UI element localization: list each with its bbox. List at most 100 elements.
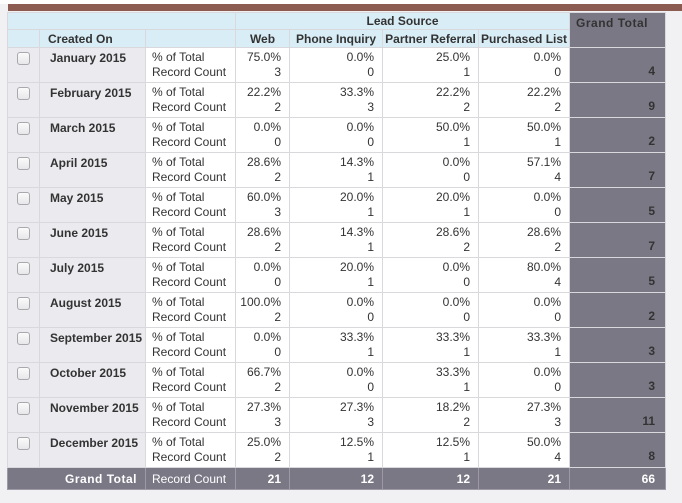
- pct-of-total-value: 0.0%: [253, 260, 281, 274]
- pct-of-total-value: 33.3%: [527, 330, 562, 344]
- checkbox-cell: [7, 47, 40, 83]
- value-cell: 22.2% 2: [235, 82, 290, 118]
- value-cell: 25.0% 2: [235, 432, 290, 468]
- grand-total-row-label: Grand Total: [7, 467, 146, 490]
- record-count-value: 1: [463, 345, 470, 359]
- pct-of-total-value: 50.0%: [527, 435, 562, 449]
- row-checkbox[interactable]: [17, 402, 30, 415]
- record-count-value: 1: [463, 135, 470, 149]
- column-header-purchased-list[interactable]: Purchased List: [477, 29, 571, 48]
- row-checkbox[interactable]: [17, 192, 30, 205]
- row-grand-total-cell: 3: [569, 327, 667, 363]
- pct-of-total-value: 0.0%: [533, 295, 562, 309]
- column-header-partner-referral[interactable]: Partner Referral: [382, 29, 479, 48]
- row-checkbox[interactable]: [17, 52, 30, 65]
- pct-of-total-value: 20.0%: [339, 260, 374, 274]
- record-count-value: 2: [463, 100, 470, 114]
- record-count-value: 0: [554, 205, 562, 219]
- row-checkbox[interactable]: [17, 122, 30, 135]
- metric-label: % of Total: [152, 190, 205, 204]
- value-cell: 0.0% 0: [235, 327, 290, 363]
- row-grand-total-cell: 4: [569, 47, 667, 83]
- value-cell: 66.7% 2: [235, 362, 290, 398]
- grand-total-count-partner-referral: 12: [382, 467, 479, 490]
- row-checkbox[interactable]: [17, 297, 30, 310]
- value-cell: 27.3% 3: [289, 397, 383, 433]
- value-cell: 25.0% 1: [382, 47, 479, 83]
- record-count-value: 0: [274, 275, 281, 289]
- row-grouping-header[interactable]: Created On: [39, 29, 146, 48]
- metric-label: Record Count: [152, 345, 227, 359]
- value-cell: 0.0% 0: [289, 292, 383, 328]
- pct-of-total-value: 22.2%: [435, 85, 470, 99]
- row-group-label: July 2015: [39, 257, 146, 293]
- column-header-phone-inquiry[interactable]: Phone Inquiry: [289, 29, 383, 48]
- table-row: September 2015% of Total Record Count 0.0%…: [7, 327, 667, 363]
- value-cell: 12.5% 1: [289, 432, 383, 468]
- pct-of-total-value: 28.6%: [435, 225, 470, 239]
- table-row: July 2015% of Total Record Count 0.0% 0 20.0…: [7, 257, 667, 293]
- pct-of-total-value: 12.5%: [339, 435, 374, 449]
- row-checkbox[interactable]: [17, 367, 30, 380]
- record-count-value: 0: [367, 310, 374, 324]
- pct-of-total-value: 12.5%: [435, 435, 470, 449]
- checkbox-cell: [7, 257, 40, 293]
- metric-labels-cell: % of Total Record Count: [145, 82, 236, 118]
- row-checkbox[interactable]: [17, 157, 30, 170]
- checkbox-cell: [7, 82, 40, 118]
- column-header-web[interactable]: Web: [235, 29, 290, 48]
- metric-labels-cell: % of Total Record Count: [145, 432, 236, 468]
- row-checkbox[interactable]: [17, 227, 30, 240]
- metric-label: Record Count: [152, 135, 227, 149]
- value-cell: 22.2% 2: [382, 82, 479, 118]
- metric-labels-cell: % of Total Record Count: [145, 187, 236, 223]
- checkbox-cell: [7, 187, 40, 223]
- value-cell: 0.0% 0: [235, 117, 290, 153]
- row-group-label: February 2015: [39, 82, 146, 118]
- pct-of-total-value: 28.6%: [246, 155, 281, 169]
- record-count-value: 2: [463, 240, 470, 254]
- row-group-label: November 2015: [39, 397, 146, 433]
- checkbox-cell: [7, 292, 40, 328]
- value-cell: 27.3% 3: [235, 397, 290, 433]
- value-cell: 28.6% 2: [382, 222, 479, 258]
- value-cell: 0.0% 0: [289, 47, 383, 83]
- row-checkbox[interactable]: [17, 437, 30, 450]
- grand-total-column-header: Grand Total: [569, 12, 667, 48]
- metric-label: Record Count: [152, 380, 227, 394]
- record-count-value: 1: [463, 450, 470, 464]
- row-checkbox[interactable]: [17, 262, 30, 275]
- pct-of-total-value: 0.0%: [533, 365, 562, 379]
- pct-of-total-value: 27.3%: [527, 400, 562, 414]
- record-count-value: 1: [367, 170, 374, 184]
- metric-labels-cell: % of Total Record Count: [145, 117, 236, 153]
- pct-of-total-value: 25.0%: [435, 50, 470, 64]
- checkbox-cell: [7, 152, 40, 188]
- pct-of-total-value: 22.2%: [246, 85, 281, 99]
- metric-label: Record Count: [152, 450, 227, 464]
- record-count-value: 2: [274, 170, 281, 184]
- record-count-value: 1: [463, 380, 470, 394]
- table-row: October 2015% of Total Record Count 66.7% 2…: [7, 362, 667, 398]
- pct-of-total-value: 33.3%: [339, 85, 374, 99]
- pct-of-total-value: 0.0%: [442, 155, 470, 169]
- metric-label: % of Total: [152, 85, 205, 99]
- row-grand-total-cell: 5: [569, 187, 667, 223]
- row-checkbox[interactable]: [17, 332, 30, 345]
- metric-label: Record Count: [152, 415, 227, 429]
- value-cell: 0.0% 0: [289, 362, 383, 398]
- row-checkbox[interactable]: [17, 87, 30, 100]
- value-cell: 12.5% 1: [382, 432, 479, 468]
- grand-total-row: Grand Total Record Count 21 12 12 21 66: [7, 467, 667, 490]
- value-cell: 50.0% 1: [477, 117, 571, 153]
- value-cell: 0.0% 0: [477, 362, 571, 398]
- pct-of-total-value: 14.3%: [339, 155, 374, 169]
- value-cell: 0.0% 0: [477, 187, 571, 223]
- record-count-value: 0: [367, 380, 374, 394]
- value-cell: 0.0% 0: [382, 292, 479, 328]
- record-count-value: 1: [463, 205, 470, 219]
- table-row: November 2015% of Total Record Count 27.3%…: [7, 397, 667, 433]
- row-group-label: June 2015: [39, 222, 146, 258]
- grand-total-count-web: 21: [235, 467, 290, 490]
- record-count-value: 2: [274, 100, 281, 114]
